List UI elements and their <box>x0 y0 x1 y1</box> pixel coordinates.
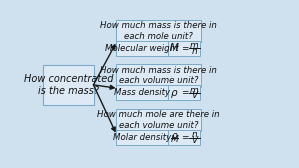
Text: How much mass is there in
each volume unit?: How much mass is there in each volume un… <box>100 66 217 85</box>
Text: How concentrated
is the mass?: How concentrated is the mass? <box>24 74 113 96</box>
Text: =: = <box>181 133 188 142</box>
FancyBboxPatch shape <box>116 64 201 87</box>
FancyBboxPatch shape <box>43 65 94 105</box>
Text: How much mass is there in
each mole unit?: How much mass is there in each mole unit… <box>100 21 217 40</box>
FancyBboxPatch shape <box>168 41 200 56</box>
Text: M: M <box>170 43 179 53</box>
Text: =: = <box>181 44 188 53</box>
FancyBboxPatch shape <box>116 109 201 131</box>
Text: How much mole are there in
each volume unit?: How much mole are there in each volume u… <box>97 110 220 130</box>
FancyBboxPatch shape <box>168 86 200 100</box>
Text: n: n <box>192 130 197 139</box>
Text: V: V <box>191 91 198 100</box>
FancyBboxPatch shape <box>116 19 201 42</box>
FancyBboxPatch shape <box>116 86 168 100</box>
Text: ρ: ρ <box>171 131 177 140</box>
Text: =: = <box>181 88 188 97</box>
Text: m: m <box>190 86 199 95</box>
FancyBboxPatch shape <box>116 41 168 56</box>
Text: n: n <box>192 47 197 56</box>
Text: M: M <box>170 135 178 144</box>
FancyBboxPatch shape <box>168 130 200 145</box>
Text: Molecular weight: Molecular weight <box>106 44 179 53</box>
Text: ρ: ρ <box>171 88 178 98</box>
Text: m: m <box>190 41 199 50</box>
Text: V: V <box>191 136 198 145</box>
FancyBboxPatch shape <box>116 130 168 145</box>
Text: Mass density: Mass density <box>114 88 170 97</box>
Text: Molar density: Molar density <box>113 133 171 142</box>
